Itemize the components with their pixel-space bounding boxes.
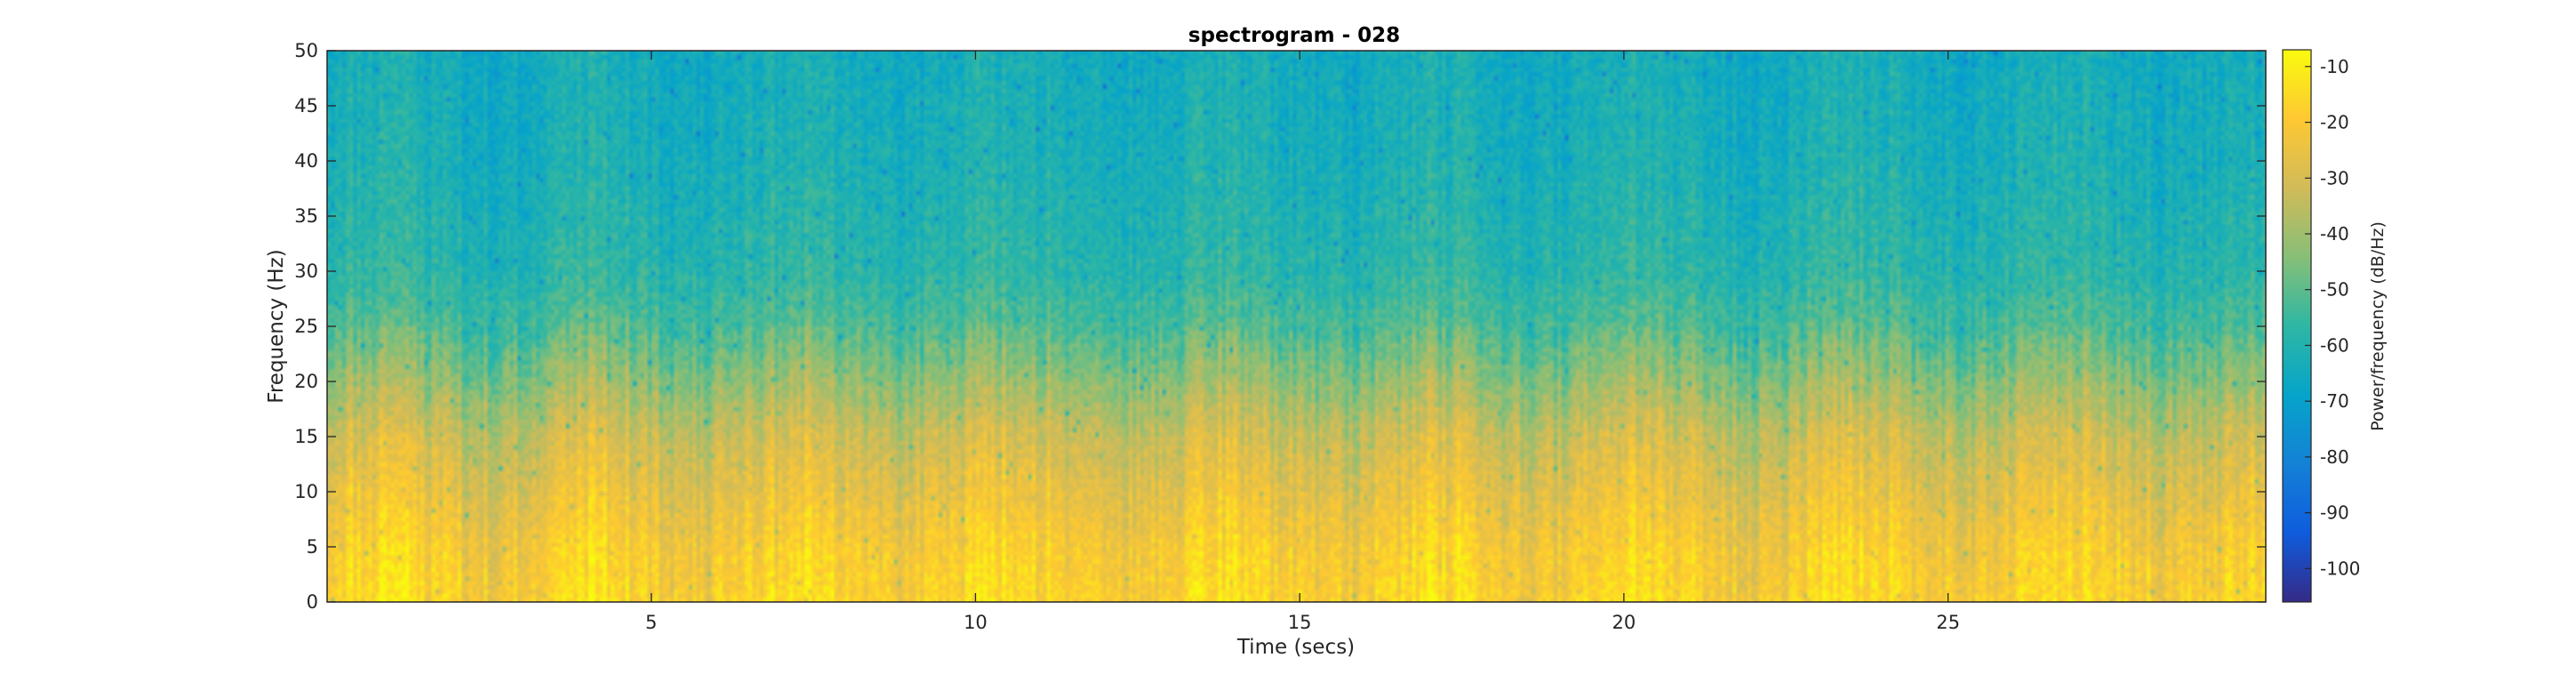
colorbar-gradient	[2282, 49, 2312, 603]
spectrogram-plot-area	[326, 50, 2267, 603]
colorbar-label: Power/frequency (dB/Hz)	[2368, 221, 2388, 431]
spectrogram-heatmap	[327, 51, 2266, 602]
y-axis: 0 5 10 15 20 25 30 35 40 45 50	[294, 40, 2266, 613]
x-tick-label: 10	[964, 612, 988, 633]
colorbar-tick-label: -60	[2320, 334, 2349, 356]
y-tick-label: 25	[294, 316, 318, 337]
y-tick-label: 45	[294, 95, 318, 116]
x-tick-label: 5	[645, 612, 657, 633]
y-tick-label: 30	[294, 261, 318, 282]
y-tick-label: 40	[294, 150, 318, 172]
colorbar-tick-label: -100	[2320, 558, 2360, 579]
chart-title: spectrogram - 028	[1188, 24, 1400, 47]
y-tick-label: 35	[294, 205, 318, 227]
colorbar-ticks: -10 -20 -30 -40 -50 -60 -70 -80 -90 -100	[2305, 56, 2360, 579]
colorbar-tick-label: -80	[2320, 446, 2349, 468]
x-tick-label: 15	[1288, 612, 1312, 633]
y-tick-label: 0	[307, 591, 318, 613]
y-axis-label: Frequency (Hz)	[265, 249, 288, 403]
x-axis-label: Time (secs)	[1236, 636, 1355, 659]
x-tick-label: 25	[1936, 612, 1960, 633]
colorbar-tick-label: -10	[2320, 56, 2349, 77]
colorbar-tick-label: -30	[2320, 167, 2349, 189]
y-tick-label: 20	[294, 371, 318, 392]
colorbar-tick-label: -20	[2320, 112, 2349, 133]
x-axis: 5 10 15 20 25	[645, 51, 1960, 633]
y-tick-label: 50	[294, 40, 318, 61]
colorbar: -10 -20 -30 -40 -50 -60 -70 -80 -90 -100 Power/fr…	[2282, 49, 2388, 603]
colorbar-tick-label: -40	[2320, 223, 2349, 245]
colorbar-tick-label: -90	[2320, 502, 2349, 524]
colorbar-tick-label: -50	[2320, 279, 2349, 301]
y-tick-label: 10	[294, 481, 318, 502]
y-tick-label: 15	[294, 426, 318, 447]
x-tick-label: 20	[1612, 612, 1636, 633]
colorbar-tick-label: -70	[2320, 390, 2349, 412]
y-tick-label: 5	[307, 536, 318, 558]
